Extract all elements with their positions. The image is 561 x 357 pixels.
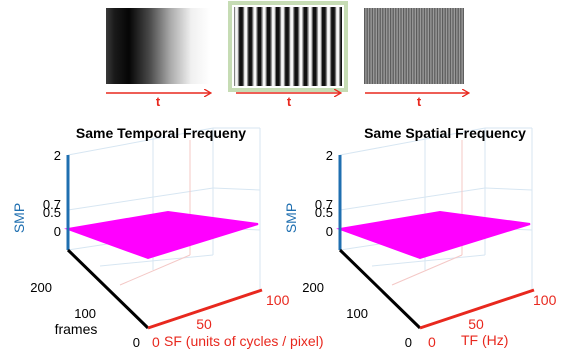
y-tick-labels: 200 100 0: [30, 280, 140, 350]
chart-left: Same Temporal Frequeny 2 0.7 0.5 0 SMP 2…: [11, 125, 324, 350]
highlight-frame: [228, 1, 348, 92]
z-tick-labels: 2 0.7 0.5 0: [43, 148, 61, 239]
time-arrow-label: t: [287, 94, 292, 109]
z-tick-2: 2: [54, 148, 61, 163]
y-tick-0: 0: [405, 335, 412, 350]
z-axis-label: SMP: [283, 203, 299, 233]
x-tick-50: 50: [468, 316, 484, 332]
z-tick-0: 0: [54, 224, 61, 239]
z-tick-0.5: 0.5: [43, 205, 61, 220]
y-tick-0: 0: [133, 335, 140, 350]
chart-title: Same Temporal Frequeny: [76, 125, 246, 141]
y-tick-200: 200: [302, 280, 324, 295]
y-tick-100: 100: [346, 306, 368, 321]
time-arrow-label: t: [417, 94, 422, 109]
y-tick-100: 100: [74, 306, 96, 321]
surface-plane: [336, 210, 531, 260]
x-tick-labels: 0 50 100: [428, 292, 557, 350]
x-axis-label: SF (units of cycles / pixel): [164, 333, 324, 349]
thumbnail-high-frequency: [364, 8, 464, 84]
z-tick-0.5: 0.5: [315, 205, 333, 220]
z-tick-0: 0: [326, 224, 333, 239]
y-axis-label: frames: [55, 321, 98, 337]
thumbnail-medium-frequency: [228, 1, 348, 92]
x-tick-100: 100: [533, 292, 557, 308]
x-tick-labels: 0 50 100: [152, 292, 290, 350]
y-axis-line: [66, 248, 150, 330]
z-tick-0.7: 0.7: [43, 197, 61, 212]
x-tick-0: 0: [152, 334, 160, 350]
y-axis-line: [338, 248, 422, 330]
time-arrow-label: t: [156, 94, 161, 109]
x-axis-line: [147, 288, 263, 330]
surface-plane: [64, 210, 259, 260]
time-arrow-3: t: [365, 93, 468, 109]
x-tick-50: 50: [196, 316, 212, 332]
chart-right: Same Spatial Frequency 2 0.7 0.5 0 SMP 2…: [283, 125, 557, 350]
time-arrow-2: t: [236, 93, 340, 109]
y-tick-labels: 200 100 0: [302, 280, 412, 350]
x-tick-100: 100: [266, 292, 290, 308]
thumbnail-low-frequency: [106, 8, 210, 84]
z-tick-2: 2: [326, 148, 333, 163]
z-tick-labels: 2 0.7 0.5 0: [315, 148, 333, 239]
y-tick-200: 200: [30, 280, 52, 295]
x-tick-0: 0: [428, 334, 436, 350]
z-tick-0.7: 0.7: [315, 197, 333, 212]
x-axis-label: TF (Hz): [461, 332, 508, 348]
x-axis-line: [419, 288, 535, 330]
chart-title: Same Spatial Frequency: [364, 125, 526, 141]
z-axis-label: SMP: [11, 203, 27, 233]
time-arrow-1: t: [106, 93, 210, 109]
